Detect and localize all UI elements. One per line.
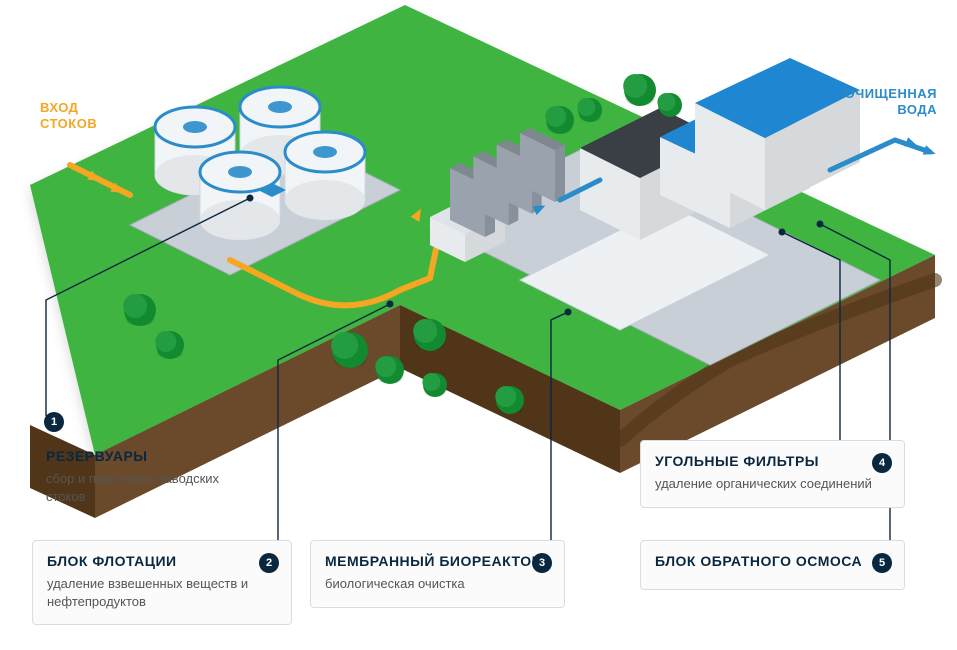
card-reverse-osmosis: 5 БЛОК ОБРАТНОГО ОСМОСА	[640, 540, 905, 590]
card-desc: удаление взвешенных веществ и нефтепроду…	[47, 575, 277, 610]
card-desc: сбор и подготовка заводских стоков	[46, 470, 228, 505]
card-carbon-filters: 4 УГОЛЬНЫЕ ФИЛЬТРЫ удаление органических…	[640, 440, 905, 508]
card-bioreactor: 3 МЕМБРАННЫЙ БИОРЕАКТОР биологическая оч…	[310, 540, 565, 608]
card-title: БЛОК ФЛОТАЦИИ	[47, 553, 277, 569]
card-title: РЕЗЕРВУАРЫ	[46, 448, 228, 464]
card-title: БЛОК ОБРАТНОГО ОСМОСА	[655, 553, 890, 569]
card-flotation: 2 БЛОК ФЛОТАЦИИ удаление взвешенных веще…	[32, 540, 292, 625]
outflow-label: ОЧИЩЕННАЯ ВОДА	[844, 86, 937, 119]
badge-2: 2	[259, 553, 279, 573]
card-desc: удаление органических соединений	[655, 475, 890, 493]
badge-5: 5	[872, 553, 892, 573]
card-desc: биологическая очистка	[325, 575, 550, 593]
card-title: УГОЛЬНЫЕ ФИЛЬТРЫ	[655, 453, 890, 469]
card-title: МЕМБРАННЫЙ БИОРЕАКТОР	[325, 553, 550, 569]
badge-4: 4	[872, 453, 892, 473]
inflow-label: ВХОД СТОКОВ	[40, 100, 97, 133]
card-reservoirs: 1 РЕЗЕРВУАРЫ сбор и подготовка заводских…	[32, 436, 242, 519]
badge-1: 1	[44, 412, 64, 432]
badge-3: 3	[532, 553, 552, 573]
